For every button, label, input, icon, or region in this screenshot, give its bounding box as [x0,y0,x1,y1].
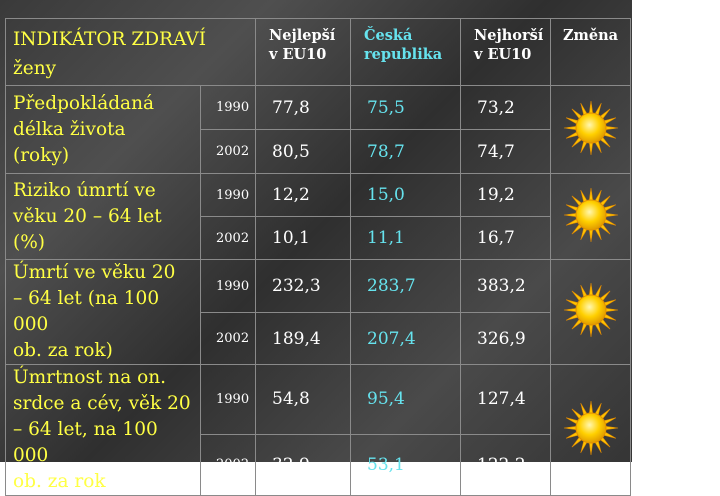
year-cell: 2002 [200,216,256,260]
indicator-label-line: ob. za rok) [13,340,113,361]
indicator-cell: Úmrtí ve věku 20 – 64 let (na 100 000 ob. … [5,259,201,365]
change-cell [550,364,631,496]
header-cz-cell: Česká republika [350,18,461,86]
czech-republic-value: 95,4 [350,364,461,435]
table-row: Úmrtnost na on. srdce a cév, věk 20 – 64 l… [5,364,631,496]
indicator-label-line: ob. za rok [13,471,106,492]
indicator-label-line: – 64 let (na 100 000 [13,288,160,335]
header-best-line2: v EU10 [269,46,327,63]
header-best-cell: Nejlepší v EU10 [255,18,351,86]
indicator-label-line: Úmrtí ve věku 20 [13,262,176,283]
indicator-label-line: (roky) [13,144,70,166]
year-cell: 2002 [200,433,256,496]
czech-republic-value: 15,0 [350,173,461,217]
best-eu10-value: 10,1 [255,216,351,260]
indicator-label-line: (%) [13,231,46,253]
best-eu10-value: 12,2 [255,173,351,217]
best-eu10-value: 54,8 [255,364,351,435]
czech-republic-value: 283,7 [350,258,461,314]
header-worst-line1: Nejhorší [474,27,544,44]
worst-eu10-value: 122,2 [460,433,551,496]
table-row: Předpokládaná délka života (roky) 1990 77,8 7… [5,85,631,174]
best-eu10-value: 80,5 [255,129,351,174]
header-change: Změna [562,27,619,44]
worst-eu10-value: 73,2 [460,85,551,130]
year-cell: 2002 [200,312,256,365]
czech-republic-value: 207,4 [350,312,461,365]
worst-eu10-value: 127,4 [460,364,551,435]
czech-republic-value: 53,1 [350,433,461,496]
slide-background: INDIKÁTOR ZDRAVÍ ženy Nejlepší v EU10 Če… [0,0,632,496]
best-eu10-value: 77,8 [255,85,351,130]
worst-eu10-value: 326,9 [460,312,551,365]
change-cell [550,85,631,174]
table-row: Riziko úmrtí ve věku 20 – 64 let (%) 1990 12… [5,173,631,260]
worst-eu10-value: 16,7 [460,216,551,260]
indicator-cell: Předpokládaná délka života (roky) [5,85,201,174]
year-cell: 1990 [200,85,256,130]
header-worst-line2: v EU10 [474,46,532,63]
table-row: 2002 80,5 78,7 74,7 [6,129,631,174]
best-eu10-value: 232,3 [255,258,351,314]
indicator-label-line: délka života [13,118,126,140]
header-subtitle: ženy [13,58,57,79]
header-row: INDIKÁTOR ZDRAVÍ ženy Nejlepší v EU10 Če… [5,18,631,86]
change-cell [550,259,631,365]
header-cz-line2: republika [364,46,443,63]
indicator-label-line: Předpokládaná [13,92,155,114]
header-cz-line1: Česká [364,27,413,44]
header-change-cell: Změna [550,18,631,86]
worst-eu10-value: 74,7 [460,129,551,174]
worst-eu10-value: 19,2 [460,173,551,217]
indicator-cell: Úmrtnost na on. srdce a cév, věk 20 – 64 l… [5,364,201,496]
table-row: 2002 10,1 11,1 16,7 [6,216,631,260]
change-cell [550,173,631,260]
best-eu10-value: 32,9 [255,433,351,496]
year-cell: 1990 [200,173,256,217]
indicator-label-line: – 64 let, na 100 000 [13,419,158,466]
header-worst-cell: Nejhorší v EU10 [460,18,551,86]
best-eu10-value: 189,4 [255,312,351,365]
sun-icon [562,281,620,343]
year-cell: 2002 [200,129,256,174]
table-row: Úmrtí ve věku 20 – 64 let (na 100 000 ob. … [5,258,631,365]
czech-republic-value: 11,1 [350,216,461,260]
table-row: 2002 189,4 207,4 326,9 [6,312,631,365]
year-cell: 1990 [200,258,256,314]
czech-republic-value: 75,5 [350,85,461,130]
table-body: INDIKÁTOR ZDRAVÍ ženy Nejlepší v EU10 Če… [5,18,631,496]
indicator-label-line: srdce a cév, věk 20 [13,393,191,414]
worst-eu10-value: 383,2 [460,258,551,314]
header-best-line1: Nejlepší [269,27,336,44]
sun-icon [562,99,620,161]
indicator-label-line: Úmrtnost na on. [13,367,167,388]
czech-republic-value: 78,7 [350,129,461,174]
header-indicator-cell: INDIKÁTOR ZDRAVÍ ženy [5,18,256,86]
header-title: INDIKÁTOR ZDRAVÍ [13,29,207,50]
sun-icon [562,186,620,248]
indicator-label-line: Riziko úmrtí ve [13,179,156,201]
year-cell: 1990 [200,364,256,435]
indicator-cell: Riziko úmrtí ve věku 20 – 64 let (%) [5,173,201,260]
health-indicator-table: INDIKÁTOR ZDRAVÍ ženy Nejlepší v EU10 Če… [5,18,631,496]
indicator-label-line: věku 20 – 64 let [13,205,162,227]
sun-icon [562,399,620,461]
